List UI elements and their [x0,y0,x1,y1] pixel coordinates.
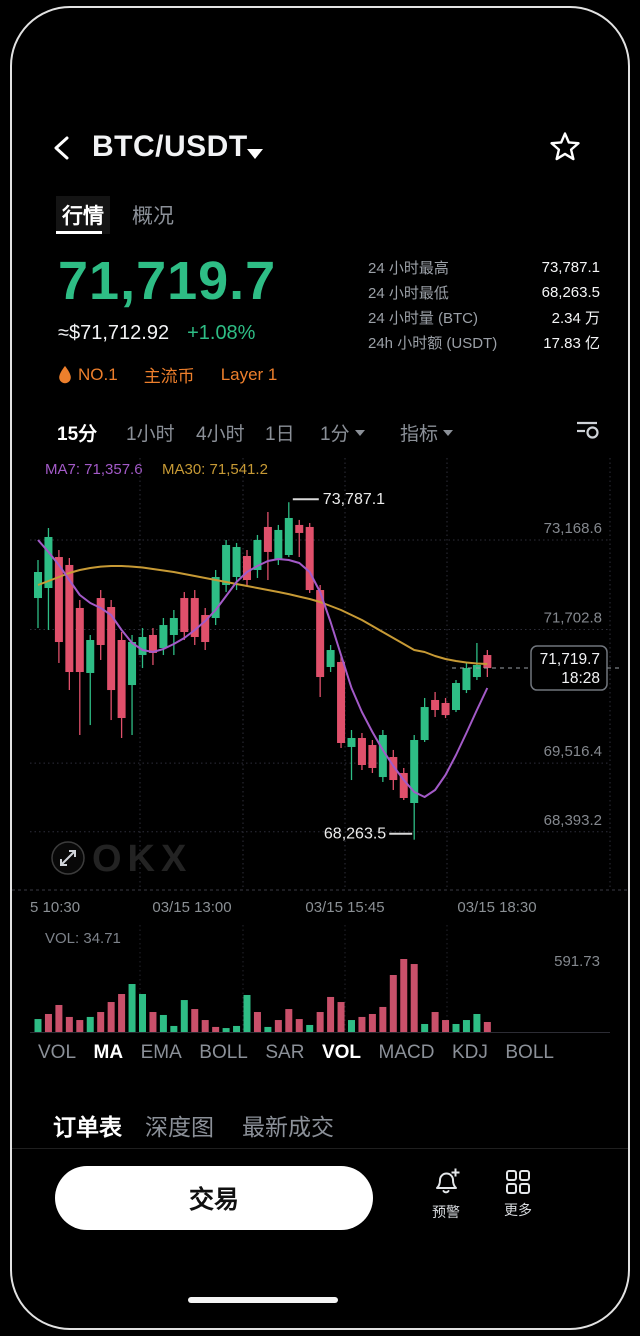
indicator-tabs: VOL MA EMA BOLL SAR VOL MACD KDJ BOLL [38,1042,554,1064]
change-percent: +1.08% [187,322,256,344]
stat-label: 24 小时量 (BTC) [368,310,479,327]
indicator-tab-sar-4[interactable]: SAR [265,1042,305,1063]
timeframe-2[interactable]: 1小时 [126,419,175,446]
badge-label: 主流币 [143,367,195,386]
tab-market[interactable]: 行情 [56,196,110,234]
chevron-down-icon [354,429,365,436]
time-axis-label: 03/15 18:30 [457,899,537,916]
stat-label: 24h 小时额 (USDT) [368,335,498,352]
stat-value: 17.83 亿 [543,335,600,352]
flame-icon [59,365,71,383]
stat-value: 73,787.1 [541,259,600,276]
indicator-tab-ema-2[interactable]: EMA [140,1042,182,1063]
badge-label: NO.1 [78,364,118,384]
timeframe-label: 1日 [265,424,295,445]
timeframe-label: 1小时 [126,424,175,445]
tab-depth-chart[interactable]: 深度图 [145,1114,214,1140]
okx-watermark: OKX [92,838,192,880]
timeframe-1[interactable]: 15分 [57,419,97,446]
current-price-tag[interactable]: 71,719.7 18:28 [530,645,608,691]
page-title: BTC/USDT [92,130,248,163]
ma7-label: MA7: 71,357.6 [45,461,143,478]
ma30-label: MA30: 71,541.2 [162,461,268,478]
tab-overview[interactable]: 概况 [132,205,174,228]
stat-row-0: 24 小时最高 73,787.1 [368,255,600,280]
stat-label: 24 小时最高 [368,260,449,277]
pair-dropdown-icon[interactable] [246,148,264,160]
fiat-price-row: ≈$71,712.92 +1.08% [58,322,255,345]
volume-axis-max: 591.73 [554,953,600,970]
stat-row-1: 24 小时最低 68,263.5 [368,280,600,305]
token-badge-1: 主流币 [144,362,195,387]
timeframe-5[interactable]: 1分 [320,419,366,446]
timeframe-label: 15分 [57,424,98,445]
indicator-tab-boll-8[interactable]: BOLL [505,1042,554,1063]
svg-text:68,263.5: 68,263.5 [324,826,386,843]
back-icon[interactable] [50,134,76,162]
svg-text:73,168.6: 73,168.6 [544,520,602,537]
timeframe-6[interactable]: 指标 [400,419,454,446]
divider [12,1148,628,1149]
stat-value: 2.34 万 [551,310,600,327]
indicator-tab-boll-3[interactable]: BOLL [199,1042,248,1063]
time-axis-label: 03/15 15:45 [305,899,385,916]
trade-button[interactable]: 交易 [55,1166,373,1230]
badge-label: Layer 1 [220,364,278,384]
timeframe-label: 指标 [400,424,439,445]
timeframe-3[interactable]: 4小时 [196,419,245,446]
time-axis-label: 03/15 13:00 [152,899,232,916]
more-button-label: 更多 [504,1202,532,1218]
indicator-tab-kdj-7[interactable]: KDJ [451,1042,488,1063]
bell-plus-icon [436,1168,460,1194]
grid-icon [506,1170,530,1194]
svg-text:73,787.1: 73,787.1 [323,491,385,508]
svg-text:69,516.4: 69,516.4 [544,743,602,760]
stat-row-2: 24 小时量 (BTC) 2.34 万 [368,305,600,330]
last-price: 71,719.7 [58,251,277,311]
time-axis-label: 5 10:30 [30,899,81,916]
stat-value: 68,263.5 [541,284,600,301]
tab-latest-trades[interactable]: 最新成交 [242,1114,334,1140]
home-indicator[interactable] [188,1297,338,1303]
alert-button-label: 预警 [432,1204,460,1220]
chevron-down-icon [443,429,454,436]
token-badge-2: Layer 1 [221,365,278,385]
token-badge-0: NO.1 [58,365,118,385]
alert-button[interactable]: 预警 [420,1167,472,1222]
volume-chart[interactable] [0,920,640,1038]
expand-chart-icon[interactable] [51,841,85,875]
indicator-tab-macd-6[interactable]: MACD [378,1042,435,1063]
stat-label: 24 小时最低 [368,285,449,302]
timeframe-label: 1分 [320,424,350,445]
fiat-price: ≈$71,712.92 [58,322,170,344]
svg-text:68,393.2: 68,393.2 [544,812,602,829]
chart-settings-icon[interactable] [576,420,600,440]
indicator-tab-ma-1[interactable]: MA [93,1042,124,1063]
volume-label: VOL: 34.71 [45,930,121,947]
indicator-tab-vol-0[interactable]: VOL [38,1042,77,1063]
timeframe-4[interactable]: 1日 [265,419,295,446]
timeframe-label: 4小时 [196,424,245,445]
indicator-tab-vol-5[interactable]: VOL [321,1042,362,1063]
tab-underline-indicator [56,231,102,234]
svg-text:71,719.7: 71,719.7 [540,651,600,668]
stats-panel: 24 小时最高 73,787.1 24 小时最低 68,263.5 24 小时量 (BT… [368,255,600,355]
candlestick-chart[interactable]: 73,168.6 71,702.8 69,516.4 68,393.2 73,787.1… [0,455,640,900]
token-badges: NO.1 主流币 Layer 1 [58,362,277,387]
stat-row-3: 24h 小时额 (USDT) 17.83 亿 [368,330,600,355]
svg-text:71,702.8: 71,702.8 [544,610,602,627]
more-button[interactable]: 更多 [492,1169,544,1220]
tab-order-book[interactable]: 订单表 [53,1114,122,1140]
svg-text:18:28: 18:28 [561,670,600,687]
favorite-star-icon[interactable] [548,130,582,164]
